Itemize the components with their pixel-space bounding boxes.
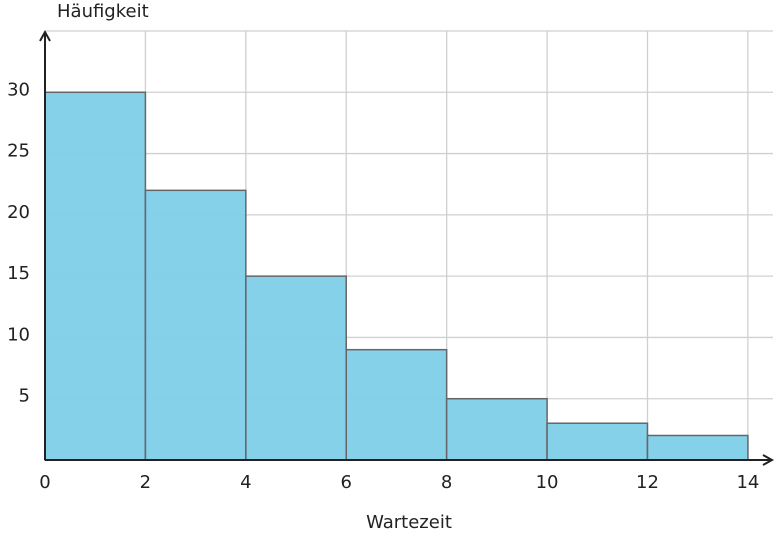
y-tick-label: 25 bbox=[7, 141, 30, 162]
bar bbox=[646, 434, 749, 461]
y-tick-label: 15 bbox=[7, 263, 30, 284]
x-tick-label: 6 bbox=[341, 472, 352, 493]
y-axis bbox=[39, 29, 51, 460]
bar bbox=[144, 189, 247, 461]
y-tick-label: 30 bbox=[7, 79, 30, 100]
x-tick-label: 4 bbox=[240, 472, 251, 493]
x-axis bbox=[45, 454, 775, 466]
x-axis-label: Wartezeit bbox=[366, 512, 452, 533]
x-tick-label: 14 bbox=[736, 472, 759, 493]
bar bbox=[245, 275, 347, 461]
x-tick-label: 12 bbox=[636, 472, 659, 493]
x-tick-label: 2 bbox=[140, 472, 151, 493]
y-tick-label: 20 bbox=[7, 202, 30, 223]
y-axis-label: Häufigkeit bbox=[57, 1, 149, 22]
x-tick-label: 10 bbox=[536, 472, 559, 493]
bar bbox=[546, 422, 649, 461]
x-tick-label: 8 bbox=[441, 472, 452, 493]
x-tick-label: 0 bbox=[39, 472, 50, 493]
bar bbox=[44, 91, 147, 461]
y-tick-label: 5 bbox=[19, 386, 30, 407]
y-tick-label: 10 bbox=[7, 324, 30, 345]
bar bbox=[345, 348, 448, 461]
bar bbox=[445, 397, 548, 461]
